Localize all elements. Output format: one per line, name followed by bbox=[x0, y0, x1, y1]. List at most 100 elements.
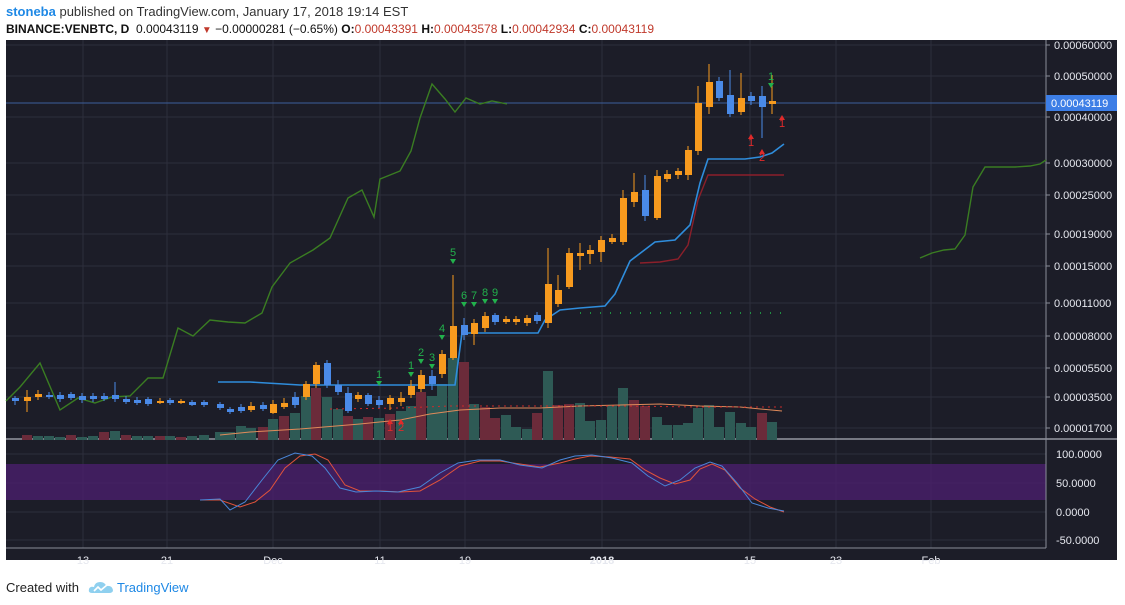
volume-bar bbox=[618, 388, 628, 440]
candle-body bbox=[238, 407, 245, 411]
publish-info: published on TradingView.com, January 17… bbox=[59, 4, 409, 19]
oscillator-axis-ticks: 100.0000 50.0000 0.0000 -50.0000 bbox=[1056, 449, 1102, 547]
volume-bar bbox=[746, 427, 756, 440]
time-tick-label: 2018 bbox=[590, 555, 614, 567]
green-down-triangle-icon bbox=[439, 335, 445, 340]
volume-bar bbox=[301, 396, 311, 440]
green-count-label: 1 bbox=[376, 369, 382, 381]
time-tick-label: 19 bbox=[459, 555, 471, 567]
price-tick-label: 0.00011000 bbox=[1054, 298, 1111, 310]
price-tick-label: 0.00025000 bbox=[1054, 190, 1112, 202]
price-change: −0.00000281 (−0.65%) bbox=[215, 22, 338, 36]
candle-body bbox=[727, 95, 734, 114]
open-value: 0.00043391 bbox=[354, 22, 418, 36]
time-tick-label: 13 bbox=[77, 555, 89, 567]
last-price-tag-text: 0.00043119 bbox=[1051, 98, 1108, 110]
green-down-triangle-icon bbox=[450, 259, 456, 264]
chart-header: stoneba published on TradingView.com, Ja… bbox=[0, 0, 1125, 40]
candle-body bbox=[654, 176, 661, 218]
candle-body bbox=[706, 82, 713, 107]
candle-body bbox=[738, 98, 745, 112]
volume-bar bbox=[652, 417, 662, 440]
candle-body bbox=[631, 192, 638, 202]
volume-bar bbox=[246, 428, 256, 440]
footer: Created with TradingView bbox=[0, 571, 1125, 605]
osc-tick-label: 100.0000 bbox=[1056, 449, 1102, 461]
tradingview-brand-link[interactable]: TradingView bbox=[117, 580, 189, 595]
candle-body bbox=[492, 315, 499, 322]
candle-body bbox=[101, 396, 108, 399]
volume-bar bbox=[564, 404, 574, 440]
chart-area[interactable]: 0.00060000 0.00050000 0.00040000 0.00030000… bbox=[0, 40, 1125, 571]
candle-body bbox=[664, 174, 671, 179]
candle-body bbox=[685, 150, 692, 175]
candle-body bbox=[566, 253, 573, 287]
green-count-label: 4 bbox=[439, 323, 445, 335]
candle-body bbox=[134, 400, 141, 403]
volume-bar bbox=[575, 403, 585, 440]
candle-body bbox=[324, 363, 331, 385]
green-count-label: 5 bbox=[450, 247, 456, 259]
tradingview-cloud-icon[interactable] bbox=[88, 579, 114, 595]
volume-bar bbox=[132, 436, 142, 440]
candle-body bbox=[587, 250, 594, 254]
candle-body bbox=[227, 409, 234, 412]
volume-bar bbox=[553, 405, 563, 440]
high-label: H: bbox=[421, 22, 434, 36]
author-name[interactable]: stoneba bbox=[6, 4, 56, 19]
volume-bar bbox=[640, 406, 650, 440]
candle-body bbox=[189, 402, 196, 405]
candle-body bbox=[365, 395, 372, 404]
candle-body bbox=[46, 395, 53, 397]
time-tick-label: 11 bbox=[374, 555, 385, 567]
candle-body bbox=[461, 325, 468, 335]
volume-bar bbox=[607, 406, 617, 440]
candle-body bbox=[292, 397, 299, 405]
green-down-triangle-icon bbox=[461, 302, 467, 307]
candle-body bbox=[35, 394, 42, 397]
green-down-triangle-icon bbox=[418, 359, 424, 364]
red-up-triangle-icon bbox=[748, 134, 754, 139]
volume-bar bbox=[511, 427, 521, 440]
volume-bar bbox=[736, 423, 746, 440]
volume-bar bbox=[396, 411, 406, 440]
candle-body bbox=[355, 395, 362, 399]
oscillator-band bbox=[6, 464, 1046, 500]
volume-bar bbox=[469, 404, 479, 440]
candle-body bbox=[695, 103, 702, 151]
bottom-margin bbox=[6, 560, 1118, 571]
candle-body bbox=[545, 284, 552, 323]
osc-tick-label: 50.0000 bbox=[1056, 478, 1096, 490]
stoch-d-line bbox=[199, 452, 785, 512]
price-tick-label: 0.00015000 bbox=[1054, 261, 1112, 273]
volume-bar bbox=[343, 416, 353, 440]
volume-bar bbox=[279, 416, 289, 440]
volume-bar bbox=[143, 436, 153, 440]
candle-body bbox=[429, 376, 436, 384]
candle-body bbox=[387, 398, 394, 404]
green-down-triangle-icon bbox=[408, 372, 414, 377]
candle-body bbox=[555, 290, 562, 304]
volume-bar bbox=[66, 435, 76, 440]
price-chart[interactable]: 0.00060000 0.00050000 0.00040000 0.00030000… bbox=[0, 40, 1125, 571]
price-tick-label: 0.00019000 bbox=[1054, 229, 1112, 241]
candle-body bbox=[398, 398, 405, 402]
volume-bar bbox=[155, 436, 165, 440]
candle-body bbox=[534, 315, 541, 321]
volume-bar bbox=[501, 415, 511, 440]
volume-bar bbox=[33, 436, 43, 440]
volume-bar bbox=[673, 425, 683, 440]
volume-bar bbox=[374, 418, 384, 440]
publish-line: stoneba published on TradingView.com, Ja… bbox=[6, 4, 408, 19]
green-count-label: 8 bbox=[482, 287, 488, 299]
candle-body bbox=[471, 323, 478, 334]
price-axis-ticks: 0.00060000 0.00050000 0.00040000 0.00030000… bbox=[1046, 40, 1112, 435]
candle-body bbox=[270, 404, 277, 413]
volume-bar bbox=[121, 435, 131, 440]
time-tick-label: 21 bbox=[161, 555, 173, 567]
time-tick-label: 23 bbox=[830, 555, 842, 567]
volume-bar bbox=[176, 437, 186, 440]
volume-bar bbox=[427, 396, 437, 440]
price-tick-label: 0.00005500 bbox=[1054, 363, 1112, 375]
candle-body bbox=[260, 405, 267, 409]
